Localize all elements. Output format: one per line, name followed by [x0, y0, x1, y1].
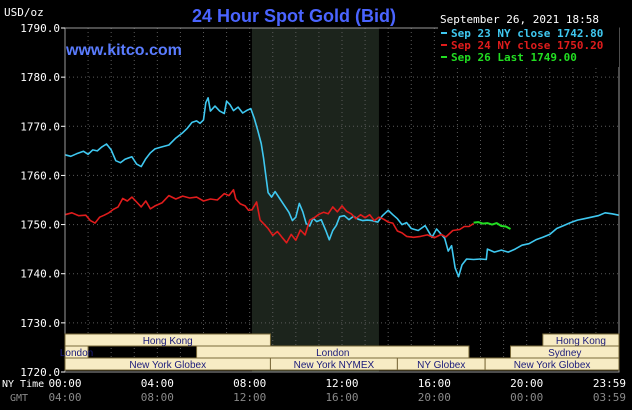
- session-label: Sydney: [548, 348, 581, 359]
- y-tick-label: 1740.0: [20, 268, 60, 281]
- x-tick-label-ny: 12:00: [325, 377, 358, 390]
- y-tick-label: 1720.0: [20, 366, 60, 379]
- x-tick-label-ny: 08:00: [233, 377, 266, 390]
- session-bar: [64, 333, 271, 347]
- x-tick-label-ny: 23:59: [593, 377, 626, 390]
- plot-frame: [64, 27, 620, 373]
- timestamp: September 26, 2021 18:58: [440, 13, 599, 26]
- x-tick-label-gmt: 20:00: [418, 391, 451, 404]
- x-tick-label-ny: 04:00: [141, 377, 174, 390]
- session-label: New York Globex: [514, 360, 591, 371]
- x-tick-label-gmt: 04:00: [48, 391, 81, 404]
- x-tick-label-ny: 20:00: [510, 377, 543, 390]
- shaded-session-region: [251, 28, 379, 372]
- y-tick-label: 1780.0: [20, 71, 60, 84]
- x-tick-label-gmt: 12:00: [233, 391, 266, 404]
- session-bar: [484, 357, 620, 371]
- session-label: NY Globex: [417, 360, 465, 371]
- y-tick-label: 1770.0: [20, 120, 60, 133]
- series-line-3: [473, 221, 511, 230]
- series-line-2: [64, 188, 475, 244]
- legend-box: [438, 27, 619, 67]
- session-label: New York Globex: [129, 360, 206, 371]
- y-tick-label: 1760.0: [20, 169, 60, 182]
- session-label: Hong Kong: [143, 336, 193, 347]
- session-label: London: [316, 348, 349, 359]
- y-tick-label: 1730.0: [20, 317, 60, 330]
- session-label: New York NYMEX: [294, 360, 375, 371]
- gmt-row-label: GMT: [10, 393, 28, 404]
- watermark: www.kitco.com: [65, 42, 182, 59]
- chart-title: 24 Hour Spot Gold (Bid): [192, 6, 396, 26]
- session-label: London: [60, 348, 93, 359]
- x-tick-label-gmt: 16:00: [325, 391, 358, 404]
- x-tick-label-gmt: 00:00: [510, 391, 543, 404]
- legend-entry: Sep 24 NY close 1750.20: [451, 39, 603, 52]
- x-tick-label-gmt: 08:00: [141, 391, 174, 404]
- y-tick-label: 1750.0: [20, 219, 60, 232]
- x-tick-label-ny: 16:00: [418, 377, 451, 390]
- y-tick-label: 1790.0: [20, 22, 60, 35]
- session-label: Hong Kong: [556, 336, 606, 347]
- ny-time-row-label: NY Time: [2, 379, 44, 390]
- series-line-1: [64, 97, 619, 278]
- legend-entry: Sep 26 Last 1749.00: [451, 51, 577, 64]
- x-tick-label-ny: 00:00: [48, 377, 81, 390]
- x-tick-label-gmt: 03:59: [593, 391, 626, 404]
- legend-entry: Sep 23 NY close 1742.80: [451, 27, 603, 40]
- y-axis-unit: USD/oz: [4, 6, 44, 19]
